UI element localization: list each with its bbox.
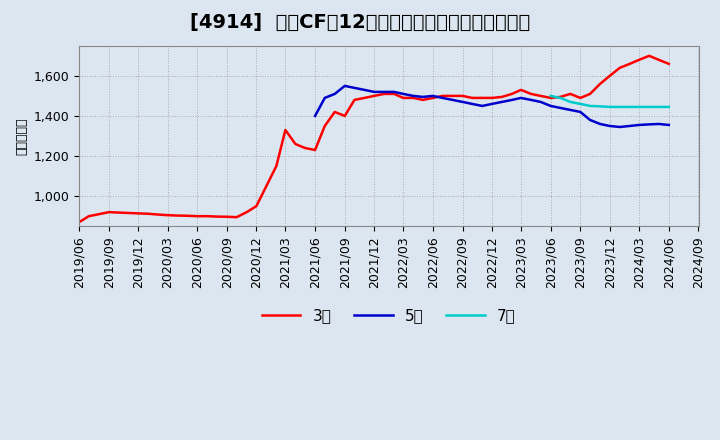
- Y-axis label: （百万円）: （百万円）: [15, 117, 28, 155]
- Line: 5年: 5年: [315, 86, 669, 127]
- Text: [4914]  投資CFの12か月移動合計の標準偏差の推移: [4914] 投資CFの12か月移動合計の標準偏差の推移: [190, 13, 530, 32]
- Line: 7年: 7年: [551, 96, 669, 107]
- Legend: 3年, 5年, 7年: 3年, 5年, 7年: [256, 302, 522, 330]
- Line: 3年: 3年: [79, 56, 669, 222]
